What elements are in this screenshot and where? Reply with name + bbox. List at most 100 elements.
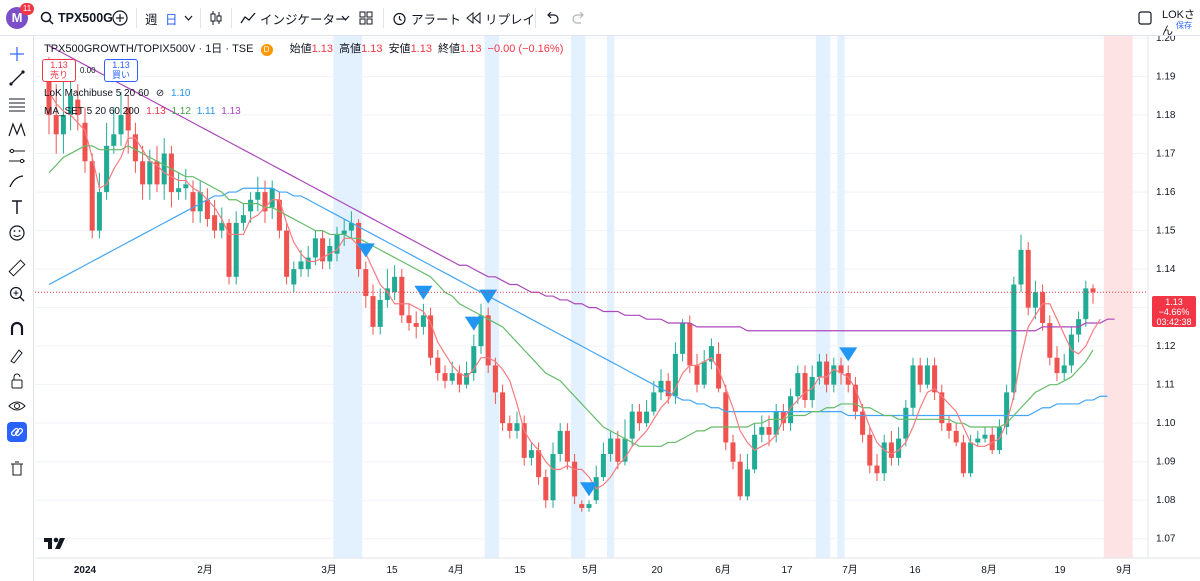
prediction-icon[interactable] xyxy=(7,146,27,166)
ma200-line xyxy=(48,45,1115,332)
interval-week[interactable]: 週 xyxy=(145,12,158,27)
ma60-value: 1.11 xyxy=(196,106,216,117)
indicators-label: インジケーター xyxy=(260,12,348,27)
link-icon[interactable] xyxy=(7,422,27,442)
candle-body xyxy=(917,365,923,385)
divider xyxy=(231,8,232,28)
candle-body xyxy=(737,461,743,497)
pattern-icon[interactable] xyxy=(7,120,27,140)
price-axis-label: 1.09 xyxy=(1156,457,1176,468)
hide-icon[interactable]: ⊘ xyxy=(155,88,165,99)
chart-type-button[interactable] xyxy=(208,0,224,36)
sell-button[interactable]: 1.13 売り xyxy=(42,59,76,82)
time-axis-label: 2024 xyxy=(74,565,97,576)
highlight-band xyxy=(355,36,363,558)
interval-day[interactable]: 日 xyxy=(165,12,178,27)
trash-icon[interactable] xyxy=(7,458,27,478)
indicators-icon xyxy=(240,12,256,24)
price-chart[interactable]: 1.20 1.19 1.18 1.17 1.16 1.15 1.14 1.13 1.12 1.11… xyxy=(35,36,1200,581)
candle-body xyxy=(903,407,909,439)
alarm-clock-icon xyxy=(393,12,406,25)
candle-body xyxy=(932,365,938,393)
candle-body xyxy=(320,238,326,262)
candle-body xyxy=(579,504,585,508)
candle-body xyxy=(744,469,750,497)
price-axis-label: 1.11 xyxy=(1156,380,1175,391)
lock-icon[interactable] xyxy=(7,371,27,391)
candle-body xyxy=(600,454,606,478)
candle-body xyxy=(334,234,340,254)
indicators-button[interactable]: インジケーター xyxy=(240,0,348,36)
eye-icon[interactable] xyxy=(7,396,27,416)
emoji-icon[interactable] xyxy=(7,223,27,243)
time-axis-label: 7月 xyxy=(842,564,858,576)
indicator-2-legend: MA_SET 5 20 60 200 1.13 1.12 1.11 1.13 xyxy=(44,106,241,117)
lock-drawing-icon[interactable] xyxy=(7,345,27,365)
candle-body xyxy=(773,411,779,435)
current-price: 1.13 xyxy=(1165,297,1183,307)
replay-button[interactable]: リプレイ xyxy=(466,0,535,36)
spread-value: 0.00 xyxy=(80,66,96,75)
candle-body xyxy=(464,373,470,385)
candle-body xyxy=(248,199,254,212)
ma5-value: 1.13 xyxy=(146,106,166,117)
candle-body xyxy=(716,353,722,389)
buy-button[interactable]: 1.13 買い xyxy=(104,59,138,82)
brush-icon[interactable] xyxy=(7,172,27,192)
crosshair-icon[interactable] xyxy=(7,44,27,64)
price-axis-label: 1.14 xyxy=(1156,264,1176,275)
symbol-search[interactable]: TPX500G xyxy=(40,0,113,36)
candle-body xyxy=(96,192,102,231)
time-axis-label: 9月 xyxy=(1116,564,1132,576)
indicator-1-value: 1.10 xyxy=(171,88,191,99)
candlestick-icon xyxy=(210,11,222,25)
indicators-dropdown[interactable] xyxy=(341,0,350,36)
candle-body xyxy=(53,115,59,135)
buy-price: 1.13 xyxy=(112,60,130,70)
time-axis-label: 3月 xyxy=(321,564,337,576)
layout-button[interactable] xyxy=(1138,0,1152,36)
interval-dropdown[interactable] xyxy=(184,0,193,36)
indicator-1-name: LoK Machibuse 5 20 60 xyxy=(44,88,150,99)
zoom-in-icon[interactable] xyxy=(7,284,27,304)
templates-button[interactable] xyxy=(359,0,373,36)
price-axis-label: 1.15 xyxy=(1156,226,1176,237)
magnet-icon[interactable] xyxy=(7,319,27,339)
candle-body xyxy=(341,230,347,235)
undo-button[interactable] xyxy=(545,0,559,36)
candle-body xyxy=(413,323,419,327)
open-label: 始値 xyxy=(289,43,312,55)
candle-body xyxy=(276,199,282,231)
candle-body xyxy=(75,99,81,116)
candle-body xyxy=(104,145,110,193)
candle-body xyxy=(500,392,506,424)
candle-body xyxy=(125,107,131,131)
signal-marker xyxy=(839,347,858,362)
candle-body xyxy=(132,134,138,162)
candle-body xyxy=(629,411,635,439)
candle-body xyxy=(910,365,916,408)
fib-lines-icon[interactable] xyxy=(7,94,27,114)
redo-icon xyxy=(572,12,584,24)
candle-body xyxy=(723,392,729,443)
candle-body xyxy=(269,188,275,208)
divider xyxy=(200,8,201,28)
alert-button[interactable]: アラート xyxy=(392,0,461,36)
redo-button[interactable] xyxy=(572,0,586,36)
trend-line-icon[interactable] xyxy=(7,68,27,88)
candle-body xyxy=(550,454,556,501)
candle-body xyxy=(514,423,520,431)
candle-body xyxy=(1061,365,1067,374)
ruler-icon[interactable] xyxy=(7,258,27,278)
search-icon xyxy=(40,11,54,25)
candle-body xyxy=(312,238,318,258)
high-value: 1.13 xyxy=(361,43,383,55)
text-icon[interactable] xyxy=(7,197,27,217)
replay-label: リプレイ xyxy=(485,12,536,27)
candle-body xyxy=(1083,288,1089,320)
candle-body xyxy=(982,434,988,439)
candle-body xyxy=(672,353,678,397)
compare-button[interactable] xyxy=(112,0,128,36)
high-label: 高値 xyxy=(339,43,362,55)
user-name[interactable]: LOKさん xyxy=(1162,9,1196,37)
